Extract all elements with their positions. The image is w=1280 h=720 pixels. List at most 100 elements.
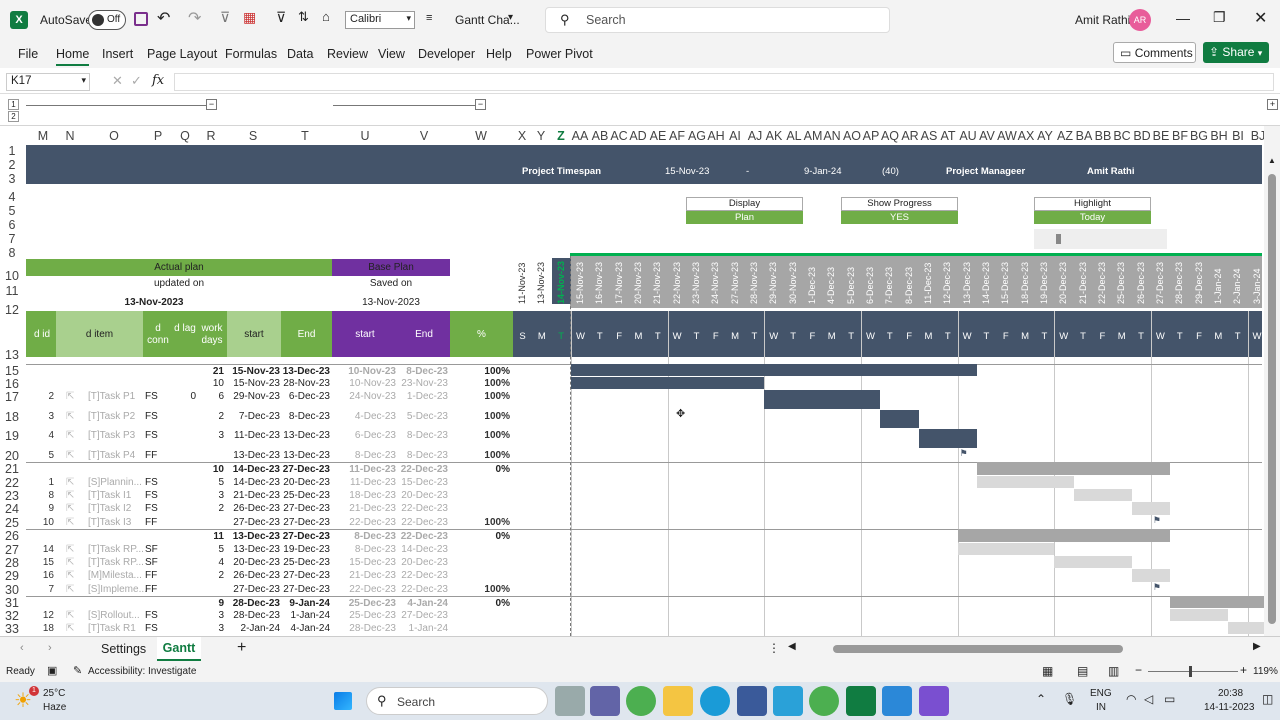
enter-icon[interactable]: ✓ [131,73,142,88]
tag-icon[interactable]: ⌂ [322,9,330,24]
table-row[interactable]: 15 ⇱ [T]Task RP... SF 4 20-Dec-23 25-Dec-23 15-… [26,556,1262,569]
zoom-slider[interactable] [1148,666,1238,677]
row-header[interactable]: 6 [8,218,16,232]
highlight-dropdown[interactable]: Today [1034,211,1151,224]
tab-page-layout[interactable]: Page Layout [147,47,218,61]
column-header[interactable]: P [153,129,163,143]
row-header[interactable]: 33 [5,622,19,636]
row-header[interactable]: 30 [5,583,19,597]
battery-icon[interactable]: ▭ [1164,692,1176,706]
column-header[interactable]: Q [180,129,190,143]
gantt-bar[interactable] [570,364,977,376]
prev-sheet-icon[interactable]: ‹ [20,642,24,654]
zoom-thumb[interactable] [1189,666,1192,677]
column-header[interactable]: AA [571,129,589,143]
add-sheet-icon[interactable]: + [237,639,247,656]
collapse-button[interactable]: − [475,99,486,110]
chevron-down-icon[interactable]: ▾ [508,12,514,23]
column-header[interactable]: BE [1152,129,1170,143]
table-row[interactable]: 14 ⇱ [T]Task RP... SF 5 13-Dec-23 19-Dec-23 8-D… [26,543,1262,556]
column-header[interactable]: AU [959,129,977,143]
autosave-toggle[interactable]: Off [88,10,126,30]
column-header[interactable]: BI [1232,129,1244,143]
zoom-out-icon[interactable]: − [1135,663,1143,677]
table-row[interactable]: 18 ⇱ [T]Task R1 FS 3 2-Jan-24 4-Jan-24 28-Dec-2… [26,622,1262,635]
column-header[interactable]: AX [1017,129,1035,143]
column-header[interactable]: BJ [1250,129,1266,143]
table-row[interactable]: 12 ⇱ [S]Rollout... FS 3 28-Dec-23 1-Jan-24 25-D… [26,609,1262,622]
page-break-icon[interactable]: ▥ [1108,664,1120,678]
clock-time[interactable]: 20:38 [1218,688,1244,699]
collapse-button[interactable]: − [206,99,217,110]
gantt-bar[interactable] [764,390,881,409]
outline-expand-button[interactable]: + [1267,99,1278,110]
taskbar-search[interactable]: ⚲ Search [366,687,548,715]
gantt-bar[interactable] [570,377,765,389]
column-header[interactable]: AG [687,129,707,143]
gantt-bar[interactable] [957,529,1171,542]
column-header[interactable]: AS [920,129,938,143]
row-header[interactable]: 15 [5,364,19,378]
scroll-right-icon[interactable]: ▶ [1253,641,1261,652]
progress-dropdown[interactable]: YES [841,211,958,224]
row-header[interactable]: 18 [5,410,19,424]
minimize-icon[interactable]: — [1176,10,1190,26]
zoom-level[interactable]: 119% [1253,666,1278,677]
tab-view[interactable]: View [378,47,405,61]
font-dropdown[interactable]: Calibri ▾ [345,11,415,29]
gantt-bar[interactable] [1170,609,1229,621]
column-header[interactable]: R [206,129,216,143]
outline-level-1[interactable]: 1 [8,99,19,110]
gantt-bar[interactable] [1131,502,1171,515]
sort-icon[interactable]: ⇅ [298,9,309,24]
tab-developer[interactable]: Developer [418,47,475,61]
gantt-bar[interactable] [1170,596,1267,608]
store-icon[interactable] [737,686,767,716]
scroll-slider[interactable] [1034,229,1167,249]
table-row[interactable]: 1 ⇱ [S]Plannin... FS 5 14-Dec-23 20-Dec-23 11-D… [26,476,1262,489]
table-row[interactable]: 8 ⇱ [T]Task I1 FS 3 21-Dec-23 25-Dec-23 18-Dec-… [26,489,1262,502]
column-header[interactable]: AI [729,129,741,143]
table-row[interactable]: 9 ⇱ [T]Task I2 FS 2 26-Dec-23 27-Dec-23 21-Dec-… [26,502,1262,516]
language-region[interactable]: IN [1096,702,1106,713]
column-header[interactable]: Z [557,129,565,143]
teams-icon[interactable] [590,686,620,716]
edge-icon[interactable] [700,686,730,716]
row-header[interactable]: 7 [8,232,16,246]
column-header[interactable]: AZ [1057,129,1073,143]
tab-file[interactable]: File [18,47,39,61]
accessibility-status[interactable]: Accessibility: Investigate [88,666,197,677]
page-layout-icon[interactable]: ▤ [1077,664,1089,678]
column-header[interactable]: AW [997,129,1017,143]
explorer-icon[interactable] [663,686,693,716]
table-row[interactable]: 2 ⇱ [T]Task P1 FS 0 6 29-Nov-23 6-Dec-23 24-Nov-… [26,390,1262,410]
formula-input[interactable] [174,73,1274,91]
row-header[interactable]: 19 [5,429,19,443]
notifications-icon[interactable]: ◫ [1262,692,1274,706]
gantt-bar[interactable] [1131,569,1171,582]
restore-icon[interactable]: ❐ [1213,9,1226,25]
scroll-up-icon[interactable]: ▲ [1268,156,1276,165]
column-header[interactable]: AH [707,129,725,143]
column-header[interactable]: AQ [880,129,900,143]
column-header[interactable]: S [248,129,258,143]
gantt-bar[interactable] [957,543,1055,555]
table-row[interactable]: 3 ⇱ [T]Task P2 FS 2 7-Dec-23 8-Dec-23 4-Dec-23 5… [26,410,1262,429]
outline-level-2[interactable]: 2 [8,111,19,122]
name-box[interactable]: K17 ▾ [6,73,90,91]
undo-icon[interactable]: ↶ [157,10,171,27]
row-header[interactable]: 24 [5,502,19,516]
table-row[interactable]: 7 ⇱ [S]Impleme... FF 27-Dec-23 27-Dec-23 22-De… [26,583,1262,596]
scroll-thumb[interactable] [1268,174,1276,624]
row-header[interactable]: 17 [5,390,19,404]
row-header[interactable]: 8 [8,246,16,260]
column-header[interactable]: AR [901,129,919,143]
macro-icon[interactable]: ▣ [47,665,58,677]
table-row[interactable]: 4 ⇱ [T]Task P3 FS 3 11-Dec-23 13-Dec-23 6-Dec-2… [26,429,1262,449]
row-header[interactable]: 25 [5,516,19,530]
column-header[interactable]: AK [765,129,783,143]
column-header[interactable]: M [37,129,49,143]
row-header[interactable]: 3 [8,172,16,186]
volume-icon[interactable]: ◁ [1144,692,1154,706]
row-header[interactable]: 28 [5,556,19,570]
